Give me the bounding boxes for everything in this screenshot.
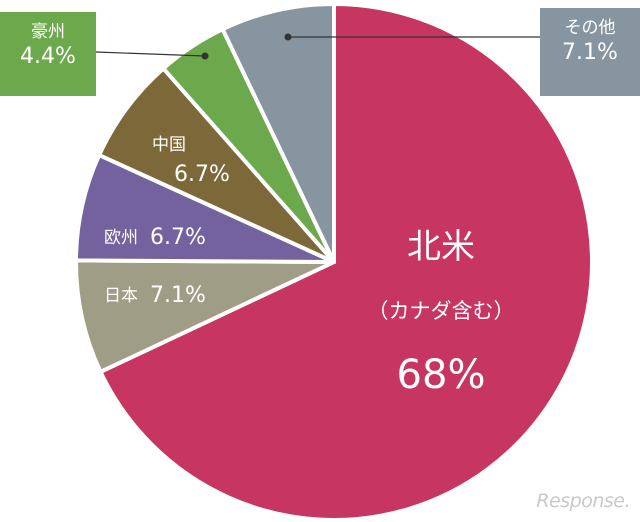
slice-label-goshu: 豪州 [31, 22, 65, 42]
response-logo: Response. [536, 490, 630, 512]
slice-label-north-america: 北米 [407, 227, 475, 267]
leader-dot-other [284, 33, 292, 41]
slice-label-other: その他 [564, 18, 616, 38]
callout-box-other: その他 7.1% [540, 8, 640, 96]
leader-dot-goshu [201, 52, 209, 60]
callout-box-goshu: 豪州 4.4% [0, 12, 96, 96]
slice-value-europe: 6.7% [150, 225, 206, 250]
slice-value-north-america: 68% [397, 352, 486, 398]
pie-slice-north-america [98, 2, 594, 522]
pie-slice-europe [74, 153, 336, 264]
pie-slices [74, 2, 594, 522]
slice-value-japan: 7.1% [150, 283, 206, 308]
pie-slice-other [220, 2, 336, 264]
slice-label-china: 中国 [152, 135, 186, 155]
slice-value-china: 6.7% [174, 162, 230, 187]
slice-value-other: 7.1% [562, 40, 618, 66]
slice-note-north-america: （カナダ含む） [368, 299, 515, 323]
slice-value-goshu: 4.4% [20, 44, 76, 70]
pie-slice-china [97, 66, 336, 264]
pie-slice-japan [74, 258, 336, 374]
slice-label-japan: 日本 [104, 286, 138, 306]
leader-line-goshu [95, 51, 206, 57]
slice-label-europe: 欧州 [104, 228, 138, 248]
